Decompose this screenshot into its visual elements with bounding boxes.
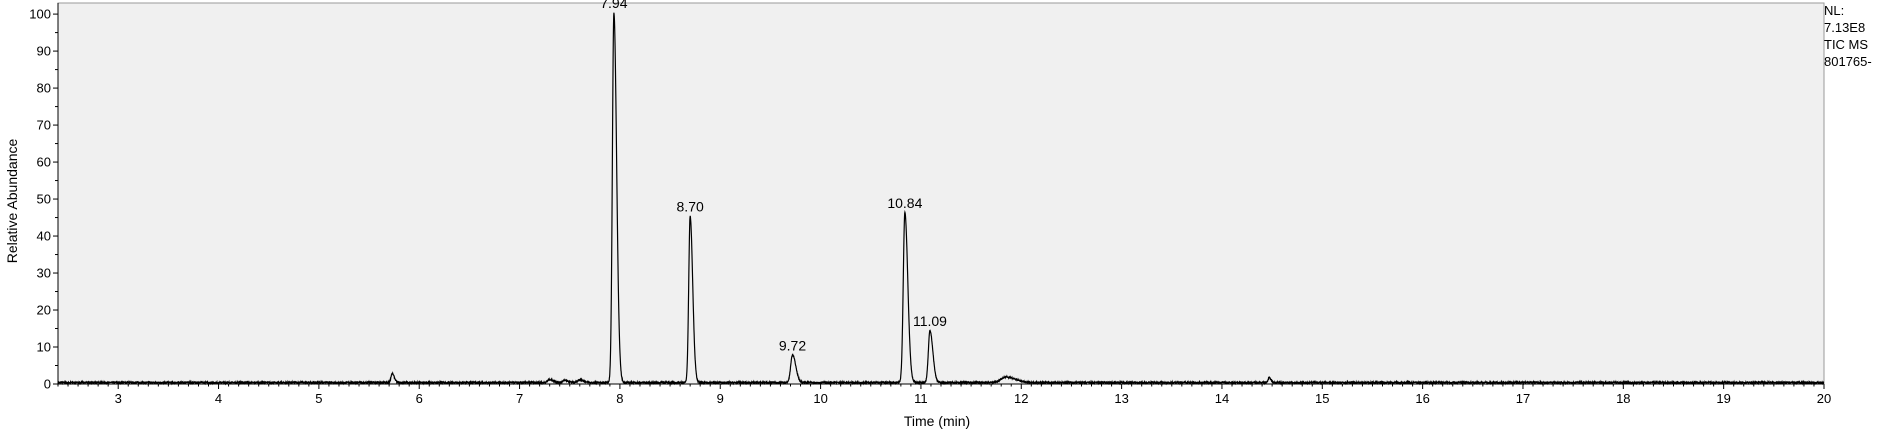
plot-background [57, 2, 1825, 385]
info-sample-id: 801765- [1824, 54, 1872, 69]
y-tick-label: 70 [37, 118, 51, 133]
info-normalization-value: 7.13E8 [1824, 20, 1866, 35]
x-tick-label: 14 [1215, 391, 1229, 406]
x-tick-label: 8 [616, 391, 623, 406]
peak-labels: 7.94 8.70 9.72 10.84 11.09 [600, 0, 947, 353]
y-tick-label: 80 [37, 81, 51, 96]
x-tick-label: 6 [416, 391, 423, 406]
y-tick-label: 20 [37, 303, 51, 318]
x-tick-label: 10 [813, 391, 827, 406]
info-scan-type: TIC MS [1824, 37, 1869, 52]
x-tick-label: 3 [115, 391, 122, 406]
y-tick-label: 60 [37, 155, 51, 170]
x-tick-label: 12 [1014, 391, 1028, 406]
peak-label: 11.09 [913, 313, 947, 329]
y-tick-label: 100 [29, 7, 51, 22]
y-tick-label: 40 [37, 229, 51, 244]
x-tick-label: 5 [315, 391, 322, 406]
peak-label: 9.72 [779, 337, 806, 353]
tic-trace [57, 12, 1825, 386]
x-tick-label: 4 [215, 391, 222, 406]
x-tick-label: 13 [1114, 391, 1128, 406]
x-tick-label: 7 [516, 391, 523, 406]
x-tick-label: 19 [1716, 391, 1730, 406]
info-normalization-label: NL: [1824, 3, 1845, 18]
x-tick-label: 15 [1315, 391, 1329, 406]
x-tick-label: 16 [1415, 391, 1429, 406]
x-axis: 3 4 5 6 7 8 9 10 11 12 13 14 15 16 17 18 19 20 [57, 383, 1831, 406]
x-tick-label: 18 [1616, 391, 1630, 406]
x-tick-label: 11 [914, 391, 928, 406]
y-tick-label: 90 [37, 44, 51, 59]
y-axis-title: Relative Abundance [4, 139, 20, 264]
peak-label: 10.84 [887, 195, 922, 211]
x-tick-label: 20 [1817, 391, 1831, 406]
x-tick-label: 9 [717, 391, 724, 406]
peak-label: 8.70 [677, 199, 704, 215]
peak-label: 7.94 [600, 0, 627, 11]
y-tick-label: 30 [37, 266, 51, 281]
y-tick-label: 0 [44, 377, 51, 392]
scan-info: NL: 7.13E8 TIC MS 801765- [1824, 2, 1872, 70]
x-axis-title: Time (min) [904, 413, 970, 429]
y-tick-label: 50 [37, 192, 51, 207]
y-axis: 0 10 20 30 40 50 60 70 80 90 100 [29, 3, 59, 392]
y-tick-label: 10 [37, 340, 51, 355]
x-tick-label: 17 [1516, 391, 1530, 406]
